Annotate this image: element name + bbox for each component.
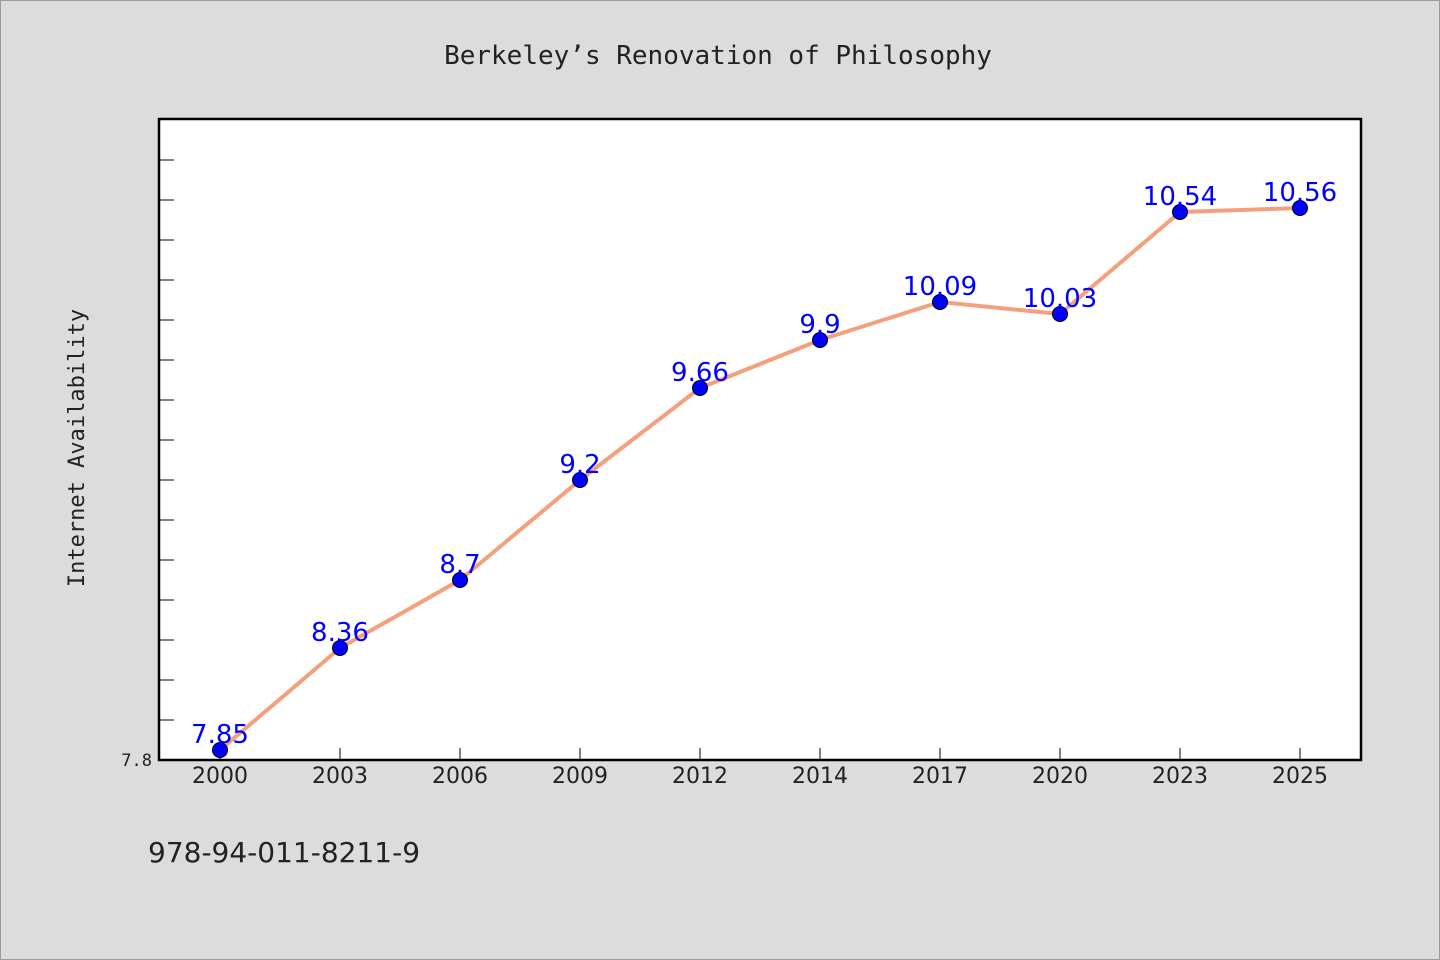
data-point (812, 332, 828, 348)
x-tick-label: 2020 (1032, 764, 1088, 789)
data-label: 10.54 (1143, 182, 1217, 212)
data-label: 10.03 (1023, 284, 1097, 314)
data-point (332, 640, 348, 656)
data-point (1172, 204, 1188, 220)
data-label: 9.2 (559, 450, 600, 480)
series-layer: 7.85 8.36 8.7 9.2 9.66 9.9 10.09 10.03 10.54 10.5… (191, 178, 1337, 758)
data-point (572, 472, 588, 488)
x-tick-label: 2009 (552, 764, 608, 789)
data-point (1292, 200, 1308, 216)
data-label: 9.66 (671, 358, 729, 388)
data-point (212, 742, 228, 758)
data-point (452, 572, 468, 588)
x-tick-label: 2000 (192, 764, 248, 789)
chart-title: Berkeley’s Renovation of Philosophy (444, 41, 992, 71)
x-tick-label: 2017 (912, 764, 968, 789)
data-point (1052, 306, 1068, 322)
data-label: 9.9 (799, 310, 840, 340)
y-axis-label: Internet Availability (65, 309, 90, 587)
data-label: 10.56 (1263, 178, 1337, 208)
y-axis-ticks: 7.8 (121, 159, 174, 771)
x-tick-label: 2025 (1272, 764, 1328, 789)
footnote: 978-94-011-8211-9 (148, 836, 420, 869)
x-tick-label: 2023 (1152, 764, 1208, 789)
series-line (218, 206, 1301, 752)
data-point (692, 380, 708, 396)
data-label: 8.7 (439, 550, 480, 580)
data-label: 10.09 (903, 272, 977, 302)
x-tick-label: 2012 (672, 764, 728, 789)
data-label: 7.85 (191, 720, 249, 750)
x-tick-label: 2003 (312, 764, 368, 789)
data-point (932, 294, 948, 310)
x-tick-label: 2006 (432, 764, 488, 789)
x-tick-label: 2014 (792, 764, 848, 789)
y-tick-label: 7.8 (121, 751, 152, 771)
x-axis-ticks: 2000 2003 2006 2009 2012 2014 2017 2020 2023 2025 (192, 748, 1328, 789)
data-label: 8.36 (311, 618, 369, 648)
